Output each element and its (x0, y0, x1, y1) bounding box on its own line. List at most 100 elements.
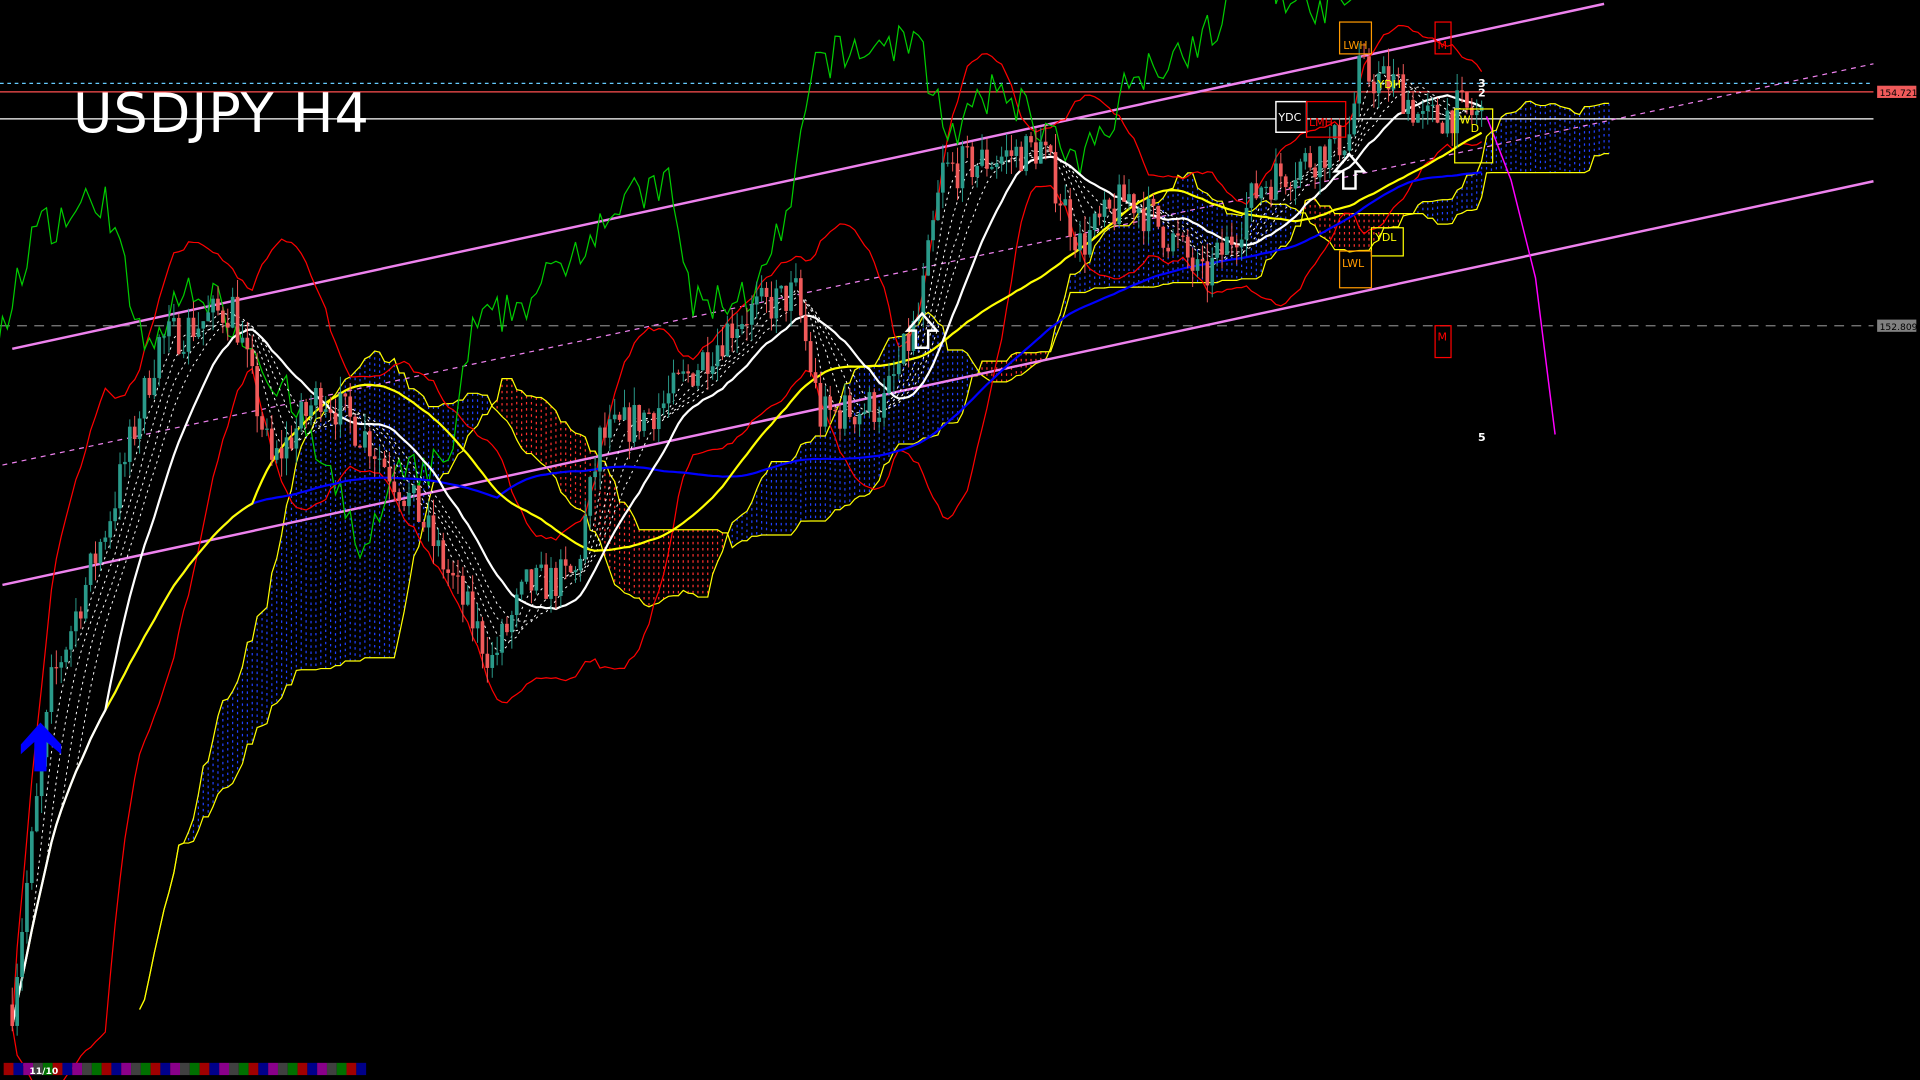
candle (696, 370, 700, 386)
candle (1083, 233, 1087, 255)
candle (181, 351, 186, 354)
candle (74, 611, 78, 632)
candle (1337, 125, 1342, 156)
candle (1029, 136, 1033, 143)
lmh-label: LMH (1309, 116, 1333, 129)
candle (774, 288, 779, 319)
candle (945, 162, 950, 164)
candle (1019, 146, 1024, 172)
candle (328, 409, 333, 413)
candle (505, 623, 509, 633)
session-segment (3, 1062, 14, 1076)
candle (1318, 146, 1322, 178)
session-segment (180, 1062, 190, 1076)
candle (745, 324, 749, 326)
candle (808, 341, 813, 373)
candle (1136, 208, 1141, 214)
wave-label-5: 5 (1478, 431, 1486, 444)
candle (999, 156, 1004, 164)
candle (1406, 99, 1410, 114)
candle (1460, 90, 1464, 93)
candle (539, 564, 544, 568)
candle (461, 575, 465, 605)
candle (421, 521, 426, 528)
signal-arrows (20, 152, 1367, 772)
candle (1352, 103, 1357, 135)
candle (206, 312, 210, 322)
candle (196, 328, 201, 337)
candle (740, 324, 744, 330)
candle (1269, 186, 1273, 200)
candle (1107, 199, 1112, 209)
candle (30, 831, 34, 883)
candle (838, 410, 842, 429)
candle (676, 372, 681, 374)
candle (754, 296, 759, 305)
candle (314, 387, 318, 406)
session-segment (297, 1062, 308, 1076)
candle (1440, 122, 1445, 134)
session-segment (287, 1062, 298, 1076)
level-labels: LWH M YDH YDC LMH W D YDL LWL M 3 2 5 (1275, 21, 1494, 444)
candle (470, 591, 475, 629)
candle (1239, 239, 1244, 248)
candle (270, 428, 274, 460)
candle (1357, 55, 1362, 104)
session-segment (248, 1062, 259, 1076)
candle (1308, 153, 1313, 168)
candle (451, 572, 455, 576)
candle (1043, 141, 1048, 146)
candle (901, 333, 906, 364)
session-segment (317, 1062, 327, 1076)
session-segment (42, 1062, 53, 1076)
ydc-label: YDC (1277, 111, 1301, 124)
candle (1362, 55, 1366, 57)
candle (1445, 110, 1450, 134)
wave-label-3: 3 (1478, 77, 1486, 90)
candle (367, 431, 372, 457)
candle (1381, 66, 1386, 74)
candle (686, 371, 690, 374)
candle (710, 366, 715, 374)
candle (255, 366, 259, 417)
candle (985, 149, 989, 169)
candle (622, 407, 627, 420)
candle (142, 377, 147, 419)
candle (1038, 141, 1043, 164)
candle (412, 485, 416, 494)
candle (705, 352, 710, 374)
session-segment (121, 1062, 132, 1076)
candle (926, 240, 930, 276)
candle (519, 581, 524, 595)
candle (843, 395, 847, 429)
lwl-box (1338, 250, 1373, 289)
candle (1195, 259, 1200, 271)
candle (1009, 150, 1014, 156)
candle (1342, 150, 1347, 156)
candle (113, 508, 117, 522)
candle (1391, 74, 1396, 90)
candle (304, 401, 308, 416)
candle (965, 146, 970, 148)
senkou-span-b-line (139, 153, 1609, 1010)
candle (1396, 74, 1401, 76)
candle (1127, 194, 1131, 202)
candle (1048, 145, 1053, 153)
session-segment (228, 1062, 239, 1076)
candle (1146, 198, 1151, 232)
candle (627, 407, 632, 442)
candle (294, 428, 299, 449)
candle (284, 437, 289, 459)
candle (661, 403, 666, 409)
candle (593, 471, 597, 478)
lwh-label: LWH (1343, 39, 1367, 52)
session-segment (268, 1062, 278, 1076)
candle (1141, 208, 1146, 232)
candle (798, 278, 803, 316)
candle (1470, 107, 1474, 116)
candle (250, 349, 255, 367)
candle (500, 623, 504, 653)
ydh-label: YDH (1377, 78, 1402, 91)
candle (436, 540, 441, 547)
